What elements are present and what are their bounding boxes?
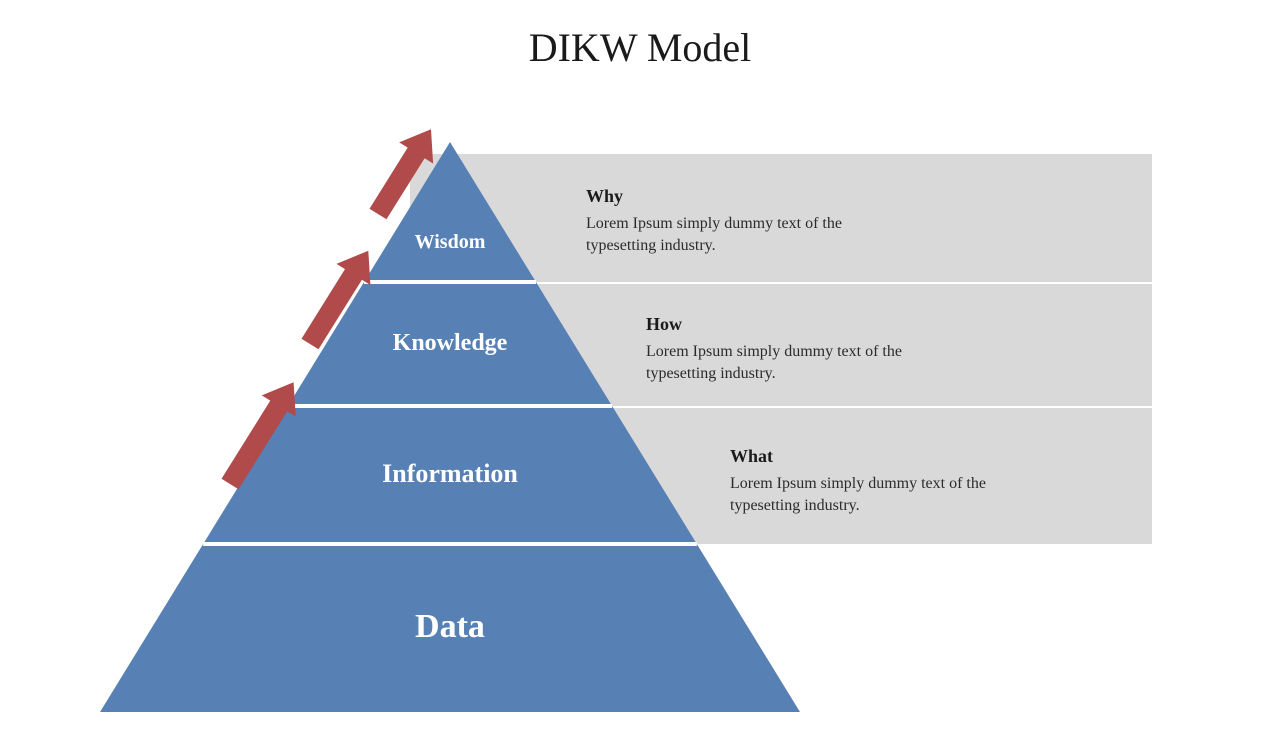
up-arrow-icon	[293, 240, 385, 354]
diagram-stage: Why Lorem Ipsum simply dummy text of the…	[0, 24, 1280, 744]
up-arrow-icon	[361, 119, 448, 225]
up-arrow-icon	[213, 372, 311, 495]
arrows	[0, 24, 1280, 744]
